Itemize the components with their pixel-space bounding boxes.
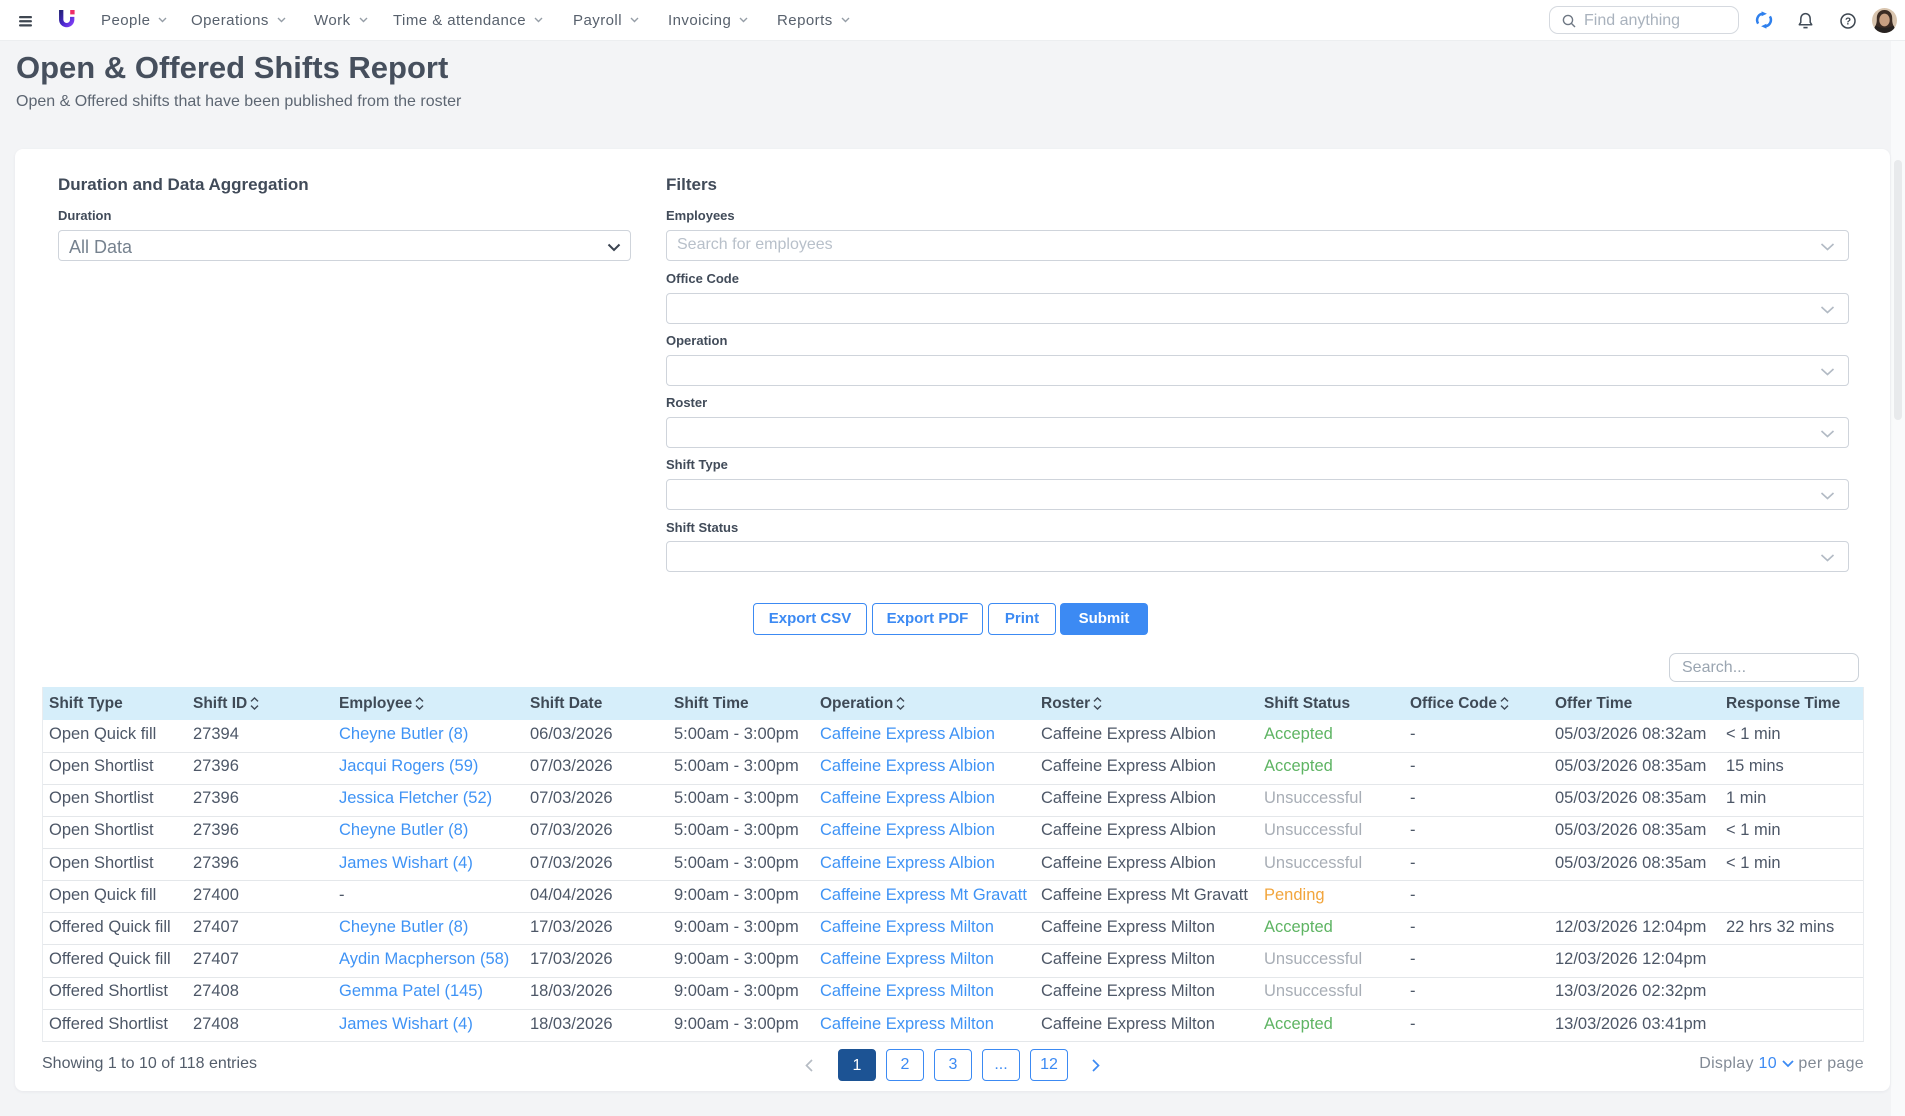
svg-text:?: ? <box>1845 16 1851 27</box>
